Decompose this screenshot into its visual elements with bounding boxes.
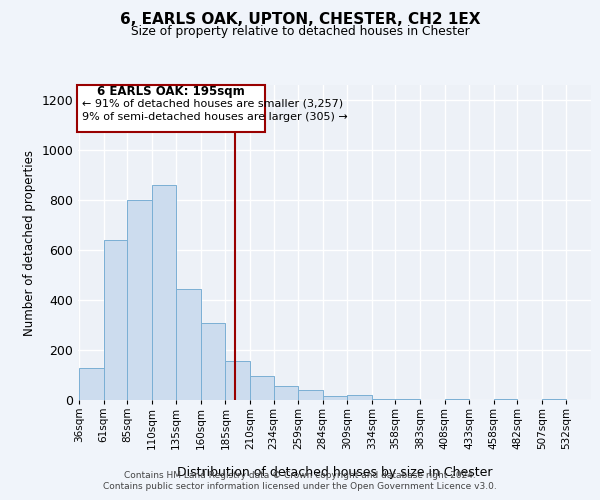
FancyBboxPatch shape: [77, 85, 265, 132]
Bar: [79, 368, 104, 400]
Bar: [445, 399, 469, 400]
Y-axis label: Number of detached properties: Number of detached properties: [23, 150, 36, 336]
Bar: [127, 200, 152, 400]
Bar: [201, 322, 226, 400]
Bar: [494, 399, 517, 400]
Bar: [395, 399, 420, 400]
Bar: [250, 376, 274, 400]
Text: ← 91% of detached houses are smaller (3,257): ← 91% of detached houses are smaller (3,…: [82, 98, 343, 108]
Text: Contains HM Land Registry data © Crown copyright and database right 2024.: Contains HM Land Registry data © Crown c…: [124, 471, 476, 480]
Bar: [542, 399, 566, 400]
Bar: [226, 361, 250, 400]
Bar: [298, 390, 323, 400]
Bar: [372, 399, 395, 400]
Bar: [176, 288, 201, 400]
Text: Size of property relative to detached houses in Chester: Size of property relative to detached ho…: [131, 25, 469, 38]
Text: 6 EARLS OAK: 195sqm: 6 EARLS OAK: 195sqm: [97, 84, 245, 98]
Bar: [152, 185, 176, 400]
Bar: [347, 395, 372, 400]
Text: Contains public sector information licensed under the Open Government Licence v3: Contains public sector information licen…: [103, 482, 497, 491]
Bar: [274, 386, 298, 400]
Text: 6, EARLS OAK, UPTON, CHESTER, CH2 1EX: 6, EARLS OAK, UPTON, CHESTER, CH2 1EX: [120, 12, 480, 28]
Bar: [323, 396, 347, 400]
X-axis label: Distribution of detached houses by size in Chester: Distribution of detached houses by size …: [177, 466, 492, 478]
Text: 9% of semi-detached houses are larger (305) →: 9% of semi-detached houses are larger (3…: [82, 112, 348, 122]
Bar: [104, 240, 127, 400]
